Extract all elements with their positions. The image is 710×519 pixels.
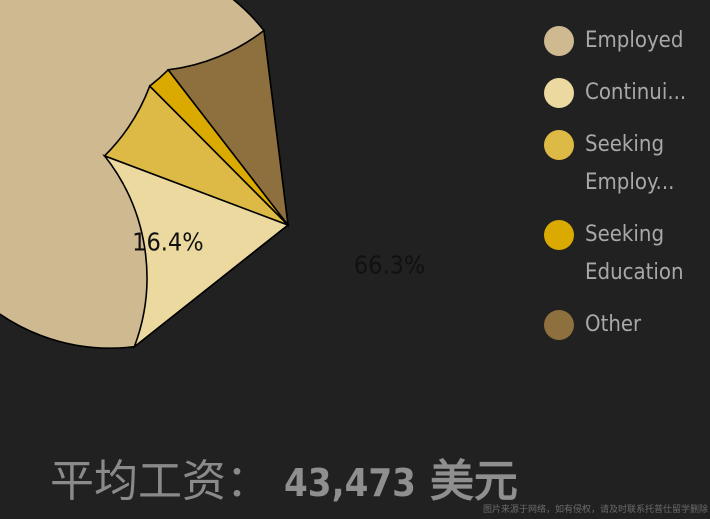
average-salary-unit: 美元 — [429, 456, 518, 507]
legend-swatch — [544, 78, 574, 108]
legend-item-seeking-education: Seeking Education — [544, 216, 710, 292]
legend-label: Employed — [585, 28, 684, 53]
legend-label: Seeking Education — [585, 222, 684, 285]
data-label-continuing-education: 16.4% — [132, 228, 203, 257]
pie-slices — [0, 0, 290, 350]
legend-swatch — [544, 220, 574, 250]
pie-slice-other — [166, 29, 290, 228]
average-salary-amount: 43,473 — [284, 461, 416, 505]
pie-data-labels: 66.3% 16.4% — [132, 228, 425, 280]
legend-item-continuing-education: Continui... — [544, 74, 710, 112]
legend-label: Seeking Employ... — [585, 132, 675, 195]
data-label-employed: 66.3% — [354, 251, 425, 280]
legend-label: Continui... — [585, 80, 687, 105]
legend-swatch — [544, 26, 574, 56]
legend-item-employed: Employed — [544, 22, 710, 60]
legend-item-other: Other — [544, 306, 710, 344]
watermark-text: 图片来源于网络，如有侵权，请及时联系托普仕留学删除 — [482, 505, 708, 515]
legend-item-seeking-employment: Seeking Employ... — [544, 126, 710, 202]
pie-slice-continuing-education — [102, 154, 290, 350]
legend-label: Other — [585, 312, 642, 337]
legend-swatch — [544, 130, 574, 160]
chart-legend: Employed Continui... Seeking Employ... Seek… — [544, 22, 710, 358]
legend-swatch — [544, 310, 574, 340]
average-salary-caption: 平均工资： 43,473 美元 — [50, 452, 518, 513]
average-salary-label: 平均工资： — [50, 456, 270, 507]
